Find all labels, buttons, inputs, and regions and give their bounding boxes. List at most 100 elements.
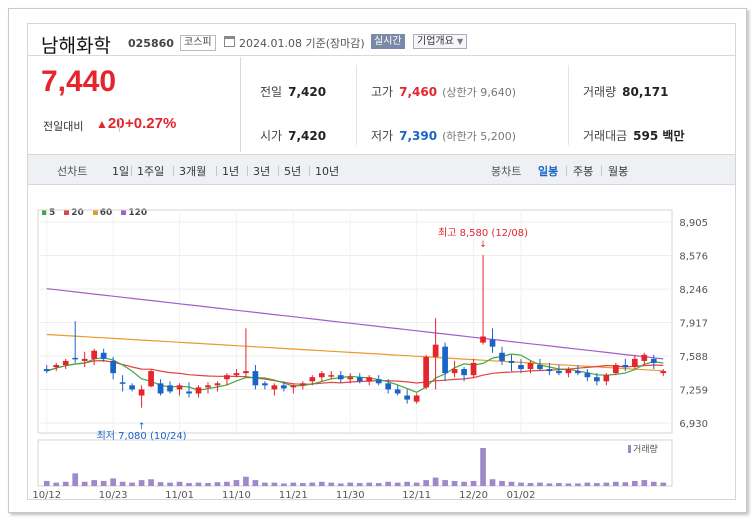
tab-daily[interactable]: 일봉 xyxy=(538,165,559,178)
candle-body xyxy=(119,382,126,384)
volume-bar xyxy=(508,481,515,486)
candle-body xyxy=(205,385,211,388)
candle-body xyxy=(262,383,268,386)
up-arrow-icon: ▲ xyxy=(96,117,108,131)
volume-bar xyxy=(423,480,429,486)
candle-body xyxy=(394,389,401,394)
candle-body xyxy=(451,369,458,374)
divider xyxy=(216,166,217,176)
tab-1w[interactable]: 1주일 xyxy=(137,165,165,178)
candle-body xyxy=(299,383,306,386)
tab-5y[interactable]: 5년 xyxy=(284,165,302,178)
candle-body xyxy=(271,385,278,390)
volume-bar xyxy=(233,480,240,486)
divider xyxy=(568,65,569,145)
candle-body xyxy=(43,369,50,372)
volume-bar xyxy=(650,481,657,486)
candle-body xyxy=(337,375,344,380)
divider xyxy=(309,166,310,176)
candle-body xyxy=(195,387,202,394)
volume-bar xyxy=(556,483,562,486)
volume-bar xyxy=(394,482,401,486)
candle-body xyxy=(499,352,505,361)
volume-bar xyxy=(413,482,420,486)
candle-body xyxy=(72,357,79,360)
x-tick-label: 10/12 xyxy=(32,490,61,499)
quote-date: 2024.01.08 기준(장마감) xyxy=(239,37,365,50)
divider xyxy=(278,166,279,176)
volume-bar xyxy=(224,481,230,486)
y-tick-label: 7,588 xyxy=(679,352,708,363)
volume-bar xyxy=(527,483,534,486)
tab-monthly[interactable]: 월봉 xyxy=(608,165,629,178)
volume-bar xyxy=(62,481,69,486)
candle-body xyxy=(565,369,572,374)
stats-panel: 전일 7,420 고가 7,460 (상한가 9,640) 거래량 80,171 시가 7… xyxy=(242,57,735,152)
volume-bar xyxy=(537,482,543,486)
volume-bar xyxy=(499,480,505,486)
volume-bar xyxy=(43,480,50,486)
candle-body xyxy=(413,395,420,402)
tab-3y[interactable]: 3년 xyxy=(253,165,271,178)
volume-bar xyxy=(205,483,211,486)
x-tick-label: 01/02 xyxy=(507,490,536,499)
y-tick-label: 7,917 xyxy=(679,319,708,330)
stat-open: 시가 7,420 xyxy=(260,129,327,143)
candle-body xyxy=(650,358,657,363)
tab-10y[interactable]: 10년 xyxy=(315,165,340,178)
company-info-dropdown[interactable]: 기업개요 ▼ xyxy=(413,34,468,49)
ma60-line xyxy=(46,333,664,372)
market-badge: 코스피 xyxy=(180,35,216,51)
candle-body xyxy=(309,377,316,382)
realtime-button[interactable]: 실시간 xyxy=(371,34,405,49)
candle-body xyxy=(129,385,135,390)
candle-body xyxy=(186,391,192,394)
stock-widget: 남해화학 025860 코스피 2024.01.08 기준(장마감) 실시간 기… xyxy=(27,23,736,500)
down-arrow-icon: ↓ xyxy=(479,240,487,250)
x-tick-label: 10/23 xyxy=(99,490,128,499)
tab-1y[interactable]: 1년 xyxy=(222,165,240,178)
candle-body xyxy=(537,364,543,370)
candle-body xyxy=(470,362,477,376)
tab-weekly[interactable]: 주봉 xyxy=(573,165,594,178)
volume-bar xyxy=(337,483,344,486)
candle-body xyxy=(366,377,373,382)
line-chart-label: 선차트 xyxy=(57,165,88,178)
volume-bar xyxy=(660,482,667,486)
volume-bar xyxy=(612,481,619,486)
volume-bar xyxy=(461,481,467,486)
volume-area xyxy=(37,439,673,487)
volume-bar xyxy=(119,481,126,486)
y-tick-label: 7,259 xyxy=(679,386,708,397)
stat-low: 저가 7,390 (하한가 5,200) xyxy=(371,129,516,143)
candle-body xyxy=(224,375,230,380)
tab-3m[interactable]: 3개월 xyxy=(179,165,207,178)
candle-body xyxy=(157,383,164,394)
price-panel: 7,440 전일대비 ▲20 +0.27% xyxy=(28,57,241,152)
candlestick-chart: 8,905 8,576 8,246 7,917 7,588 7,259 6,930 10/12… xyxy=(32,209,708,499)
candle-body xyxy=(281,385,287,389)
candle-body xyxy=(641,354,648,361)
legend-swatch xyxy=(64,209,70,215)
candle-body xyxy=(432,344,439,357)
legend-swatch xyxy=(121,209,127,215)
ma5-line xyxy=(46,353,664,393)
candle-chart-label: 봉차트 xyxy=(491,165,522,178)
volume-bar xyxy=(489,479,496,486)
company-name: 남해화학 xyxy=(41,35,111,57)
calendar-icon xyxy=(224,36,235,47)
volume-bar xyxy=(404,481,411,486)
divider xyxy=(601,166,602,176)
candle-body xyxy=(404,395,411,400)
divider xyxy=(566,166,567,176)
volume-bar xyxy=(328,482,335,486)
candle-body xyxy=(91,350,98,359)
volume-bar xyxy=(100,480,107,486)
x-tick-label: 11/21 xyxy=(279,490,308,499)
volume-bar xyxy=(186,483,192,486)
candle-body xyxy=(53,364,60,368)
tab-1d[interactable]: 1일 xyxy=(112,165,130,178)
divider xyxy=(173,166,174,176)
divider xyxy=(356,65,357,145)
volume-bar xyxy=(347,482,354,486)
